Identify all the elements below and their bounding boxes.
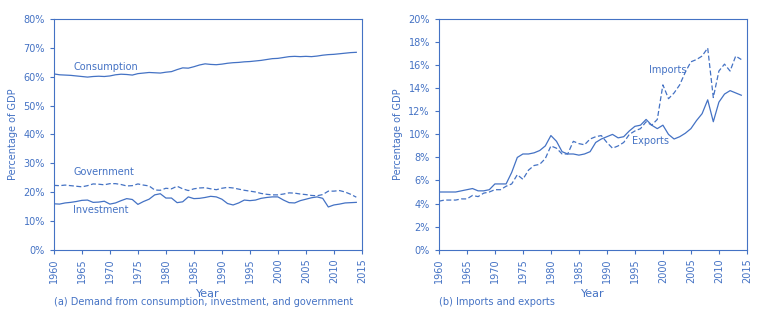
Y-axis label: Percentage of GDP: Percentage of GDP	[393, 89, 403, 180]
Text: Investment: Investment	[73, 205, 129, 215]
X-axis label: Year: Year	[196, 289, 219, 299]
Text: (b) Imports and exports: (b) Imports and exports	[439, 297, 554, 307]
Text: (a) Demand from consumption, investment, and government: (a) Demand from consumption, investment,…	[54, 297, 353, 307]
Text: Exports: Exports	[632, 136, 669, 146]
Text: Consumption: Consumption	[73, 62, 139, 72]
X-axis label: Year: Year	[581, 289, 604, 299]
Y-axis label: Percentage of GDP: Percentage of GDP	[8, 89, 18, 180]
Text: Government: Government	[73, 167, 135, 177]
Text: Imports: Imports	[649, 65, 686, 75]
